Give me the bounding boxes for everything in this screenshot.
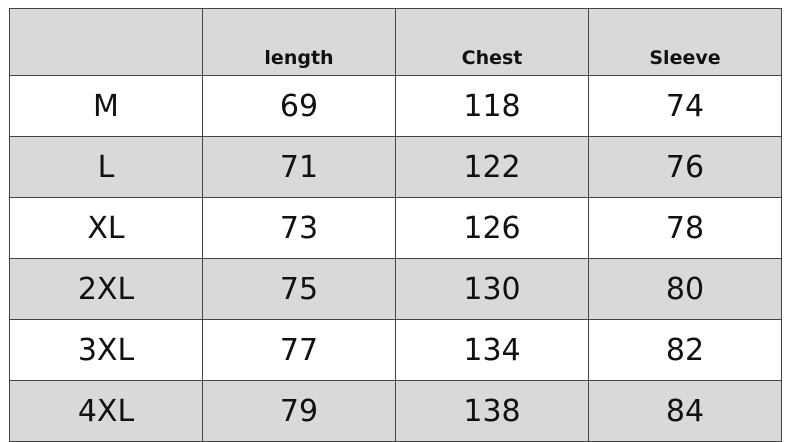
table-row: XL 73 126 78 — [9, 197, 782, 259]
size-cell: 4XL — [9, 380, 203, 442]
table-row: 4XL 79 138 84 — [9, 380, 782, 442]
length-cell: 77 — [202, 319, 396, 381]
sleeve-cell: 78 — [588, 197, 782, 259]
length-cell: 75 — [202, 258, 396, 320]
size-chart-table: length Chest Sleeve M 69 118 74 L 71 122… — [9, 8, 782, 442]
header-chest: Chest — [395, 8, 589, 76]
chest-cell: 126 — [395, 197, 589, 259]
header-sleeve: Sleeve — [588, 8, 782, 76]
sleeve-cell: 80 — [588, 258, 782, 320]
table-row: 3XL 77 134 82 — [9, 319, 782, 381]
length-cell: 73 — [202, 197, 396, 259]
chest-cell: 118 — [395, 75, 589, 137]
size-cell: 2XL — [9, 258, 203, 320]
size-cell: XL — [9, 197, 203, 259]
length-cell: 79 — [202, 380, 396, 442]
length-cell: 71 — [202, 136, 396, 198]
size-cell: M — [9, 75, 203, 137]
header-size — [9, 8, 203, 76]
chest-cell: 138 — [395, 380, 589, 442]
chest-cell: 134 — [395, 319, 589, 381]
sleeve-cell: 84 — [588, 380, 782, 442]
table-row: L 71 122 76 — [9, 136, 782, 198]
sleeve-cell: 76 — [588, 136, 782, 198]
length-cell: 69 — [202, 75, 396, 137]
header-row: length Chest Sleeve — [9, 8, 782, 76]
size-cell: L — [9, 136, 203, 198]
sleeve-cell: 82 — [588, 319, 782, 381]
chest-cell: 122 — [395, 136, 589, 198]
size-cell: 3XL — [9, 319, 203, 381]
table-row: 2XL 75 130 80 — [9, 258, 782, 320]
sleeve-cell: 74 — [588, 75, 782, 137]
table-row: M 69 118 74 — [9, 75, 782, 137]
chest-cell: 130 — [395, 258, 589, 320]
header-length: length — [202, 8, 396, 76]
